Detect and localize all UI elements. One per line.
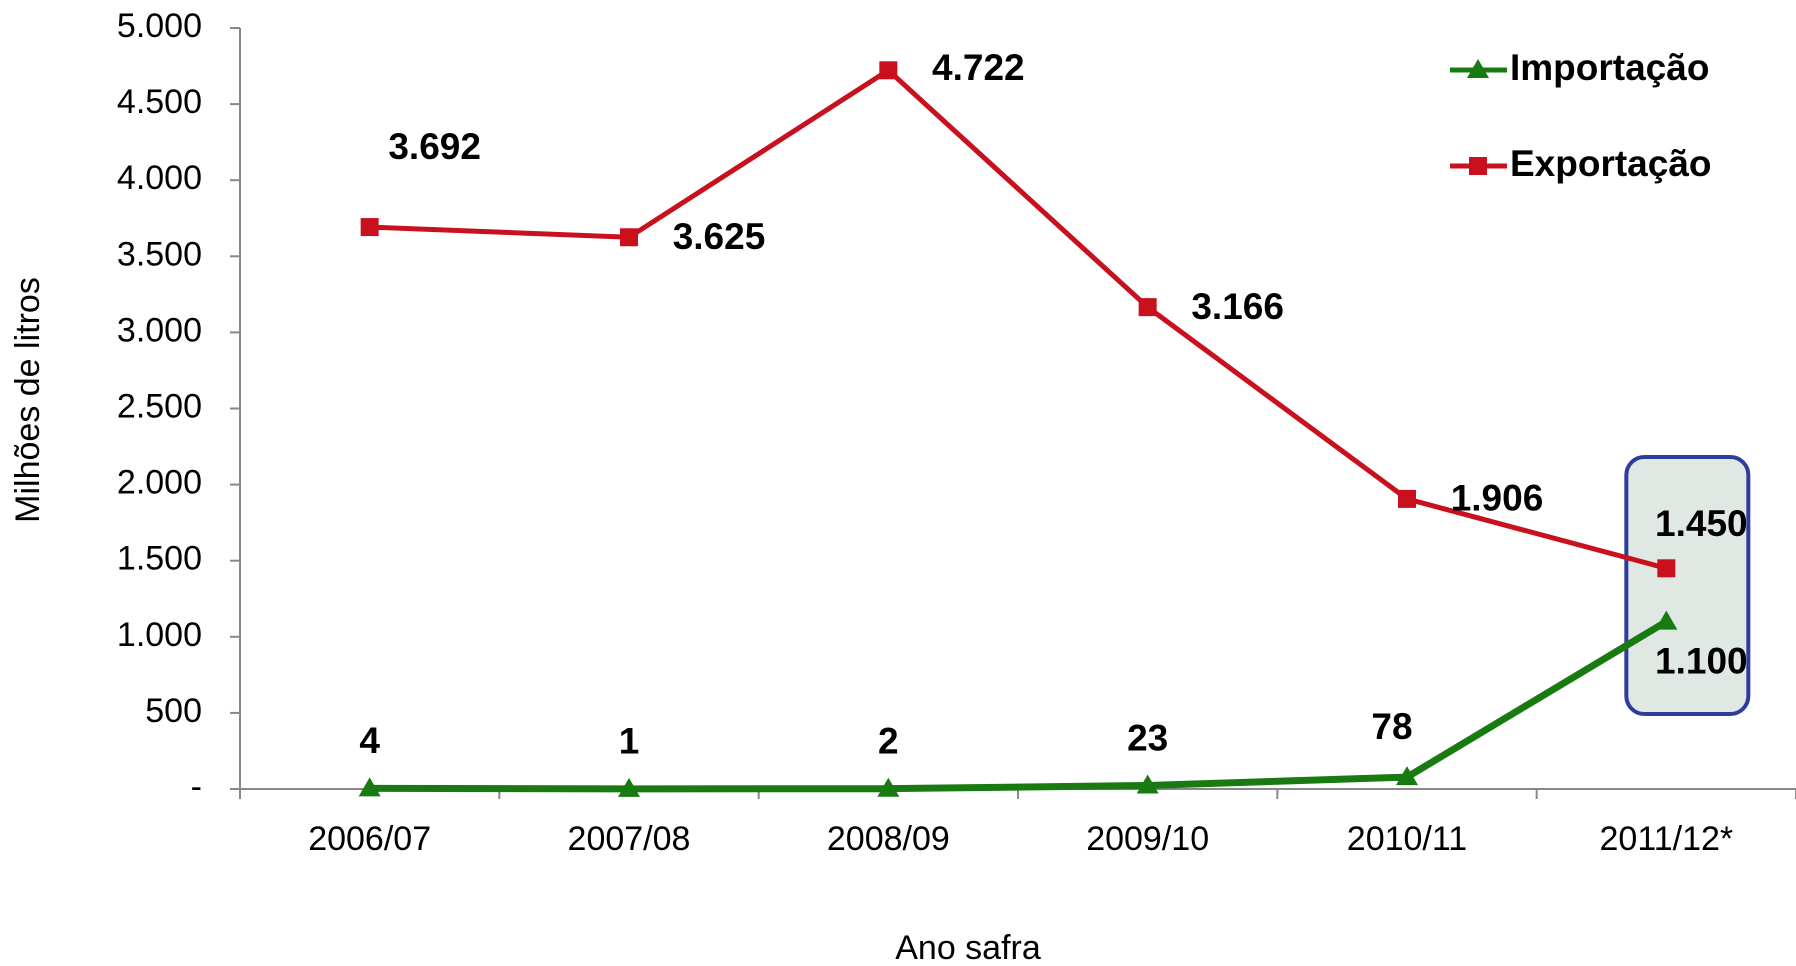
y-tick-label: 4.500: [117, 83, 202, 121]
y-tick-label: 1.000: [117, 616, 202, 654]
chart: Ano safra Milhões de litros - 500 1.000 1.5…: [0, 0, 1796, 966]
marker: [1139, 298, 1157, 316]
marker: [1469, 157, 1487, 175]
marker: [1657, 559, 1675, 577]
y-tick-label: 5.000: [117, 7, 202, 45]
y-tick-label: 3.000: [117, 311, 202, 349]
value-label: 1.100: [1655, 640, 1748, 681]
y-axis-label: Milhões de litros: [9, 277, 47, 523]
x-axis-label: Ano safra: [895, 929, 1041, 966]
marker: [361, 218, 379, 236]
marker: [620, 228, 638, 246]
value-label: 2: [878, 720, 899, 761]
legend-label: Exportação: [1510, 143, 1712, 184]
value-label: 23: [1127, 717, 1168, 758]
y-tick-label: -: [191, 768, 202, 806]
x-tick-label: 2006/07: [308, 820, 431, 858]
value-label: 1.906: [1451, 478, 1544, 519]
value-label: 78: [1371, 706, 1412, 747]
value-label: 4: [359, 720, 380, 761]
x-tick-label: 2010/11: [1347, 820, 1467, 858]
y-tick-label: 2.500: [117, 387, 202, 425]
y-tick-label: 2.000: [117, 464, 202, 502]
value-label: 3.625: [673, 216, 766, 257]
x-tick-label: 2008/09: [827, 820, 950, 858]
x-tick-label: 2009/10: [1086, 820, 1209, 858]
marker: [879, 61, 897, 79]
value-label: 4.722: [932, 47, 1025, 88]
y-tick-label: 3.500: [117, 235, 202, 273]
value-label: 1: [619, 721, 640, 762]
y-tick-label: 500: [145, 692, 202, 730]
value-label: 1.450: [1655, 503, 1748, 544]
marker: [1398, 490, 1416, 508]
x-tick-label: 2007/08: [568, 820, 691, 858]
y-tick-label: 4.000: [117, 159, 202, 197]
value-label: 3.166: [1191, 286, 1284, 327]
legend-label: Importação: [1510, 47, 1709, 88]
y-tick-label: 1.500: [117, 540, 202, 578]
x-tick-label: 2011/12*: [1600, 820, 1734, 858]
value-label: 3.692: [388, 126, 481, 167]
